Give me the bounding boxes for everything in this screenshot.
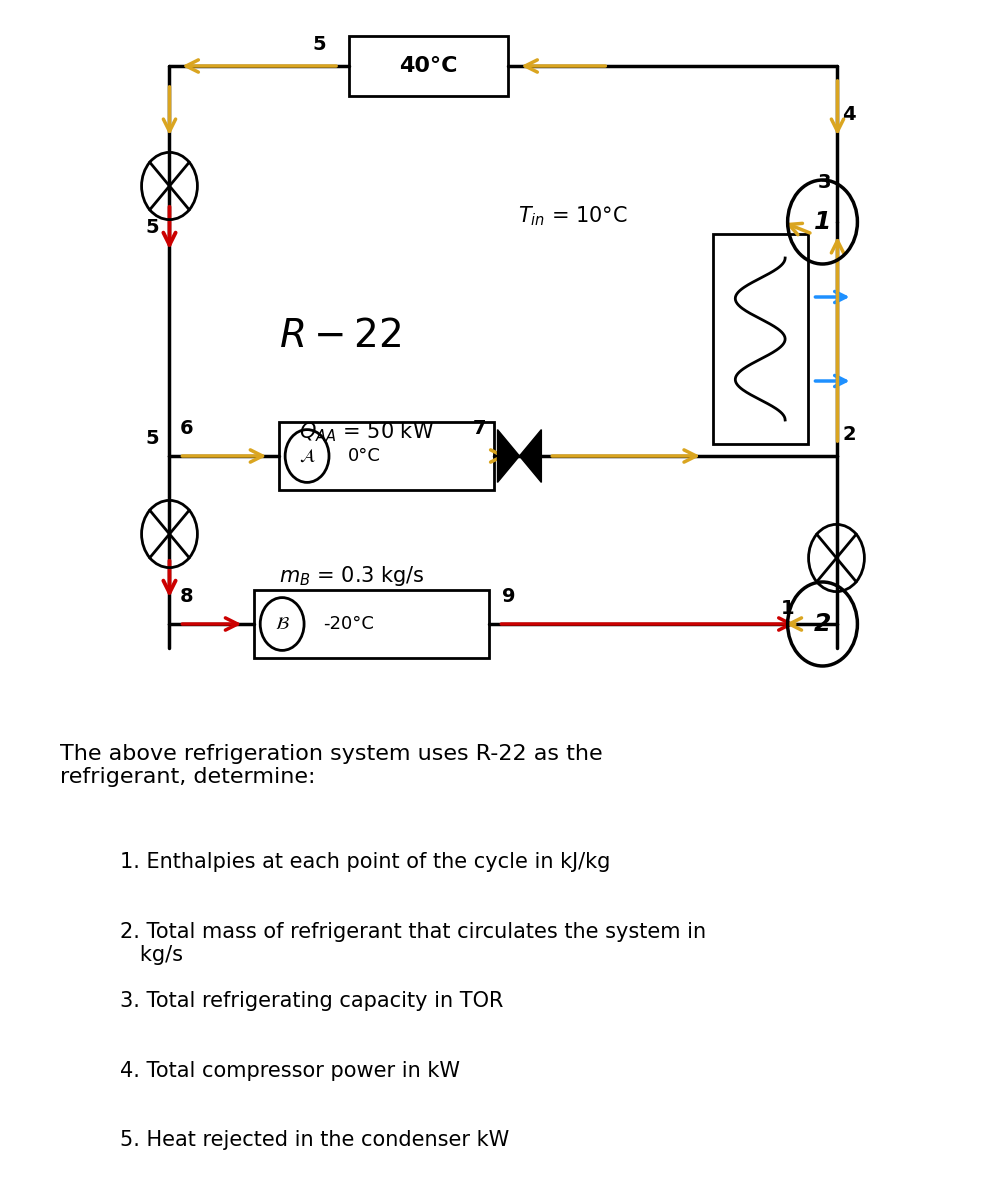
FancyBboxPatch shape (279, 422, 494, 490)
Text: 5: 5 (312, 35, 326, 54)
Text: 5. Heat rejected in the condenser kW: 5. Heat rejected in the condenser kW (120, 1130, 508, 1151)
FancyBboxPatch shape (349, 36, 508, 96)
Text: $\mathcal{A}$: $\mathcal{A}$ (299, 446, 315, 464)
Text: 7: 7 (473, 419, 487, 438)
Text: $Q_{AA}$ = 50 kW: $Q_{AA}$ = 50 kW (299, 420, 434, 444)
Text: The above refrigeration system uses R-22 as the
refrigerant, determine:: The above refrigeration system uses R-22… (60, 744, 602, 787)
Text: 2: 2 (814, 612, 831, 636)
Text: 5: 5 (146, 428, 160, 448)
Text: $T_{in}$ = 10°C: $T_{in}$ = 10°C (518, 204, 628, 228)
FancyBboxPatch shape (254, 590, 489, 658)
Text: 0°C: 0°C (348, 446, 380, 464)
Text: 40°C: 40°C (400, 56, 458, 76)
Text: 3: 3 (818, 173, 831, 192)
Text: 4: 4 (842, 104, 856, 124)
Text: $m_B$ = 0.3 kg/s: $m_B$ = 0.3 kg/s (279, 564, 425, 588)
Text: 4. Total compressor power in kW: 4. Total compressor power in kW (120, 1061, 460, 1081)
Text: 2. Total mass of refrigerant that circulates the system in
   kg/s: 2. Total mass of refrigerant that circul… (120, 922, 706, 965)
Text: 1: 1 (781, 599, 795, 618)
Text: 3. Total refrigerating capacity in TOR: 3. Total refrigerating capacity in TOR (120, 991, 503, 1012)
Polygon shape (498, 430, 519, 482)
Text: 5: 5 (146, 218, 160, 238)
Text: 9: 9 (501, 587, 515, 606)
Polygon shape (519, 430, 541, 482)
FancyBboxPatch shape (713, 234, 808, 444)
Text: 1: 1 (814, 210, 831, 234)
Text: 2: 2 (842, 425, 856, 444)
Text: $\mathcal{B}$: $\mathcal{B}$ (275, 614, 289, 634)
Text: 8: 8 (179, 587, 193, 606)
Text: -20°C: -20°C (323, 614, 375, 634)
Text: 1. Enthalpies at each point of the cycle in kJ/kg: 1. Enthalpies at each point of the cycle… (120, 852, 610, 872)
Text: 6: 6 (179, 419, 193, 438)
Text: $R-22$: $R-22$ (279, 317, 402, 355)
